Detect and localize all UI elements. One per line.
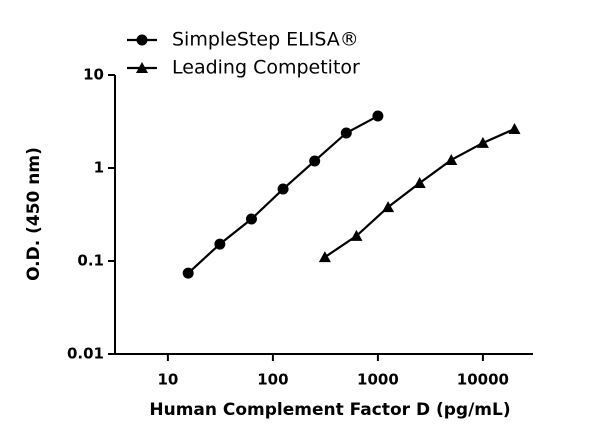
- data-point: [476, 136, 489, 148]
- data-point: [309, 155, 321, 167]
- data-point: [508, 122, 521, 134]
- data-point: [182, 267, 194, 279]
- series-line: [187, 115, 379, 274]
- legend-marker: [136, 62, 148, 73]
- legend-label: Leading Competitor: [172, 57, 360, 79]
- x-tick-label: 10000: [457, 371, 509, 389]
- y-tick-label: 0.1: [77, 252, 104, 270]
- data-point: [413, 176, 426, 188]
- x-axis-title: Human Complement Factor D (pg/mL): [149, 400, 510, 420]
- x-tick-label: 100: [257, 371, 288, 389]
- x-tick-label: 1000: [357, 371, 399, 389]
- data-point: [340, 127, 352, 139]
- data-point: [277, 183, 289, 195]
- y-tick-label: 1: [94, 159, 104, 177]
- data-point: [445, 153, 458, 165]
- legend-label: SimpleStep ELISA®: [172, 29, 359, 51]
- data-point: [318, 251, 331, 263]
- y-tick-label: 0.01: [67, 345, 104, 363]
- y-tick-label: 10: [83, 66, 104, 84]
- x-tick-label: 10: [157, 371, 178, 389]
- y-axis-title: O.D. (450 nm): [24, 147, 44, 281]
- data-point: [382, 201, 395, 213]
- data-point: [214, 238, 226, 250]
- data-point: [350, 229, 363, 241]
- data-point: [245, 213, 257, 225]
- legend-marker: [136, 34, 148, 46]
- data-point: [372, 110, 384, 122]
